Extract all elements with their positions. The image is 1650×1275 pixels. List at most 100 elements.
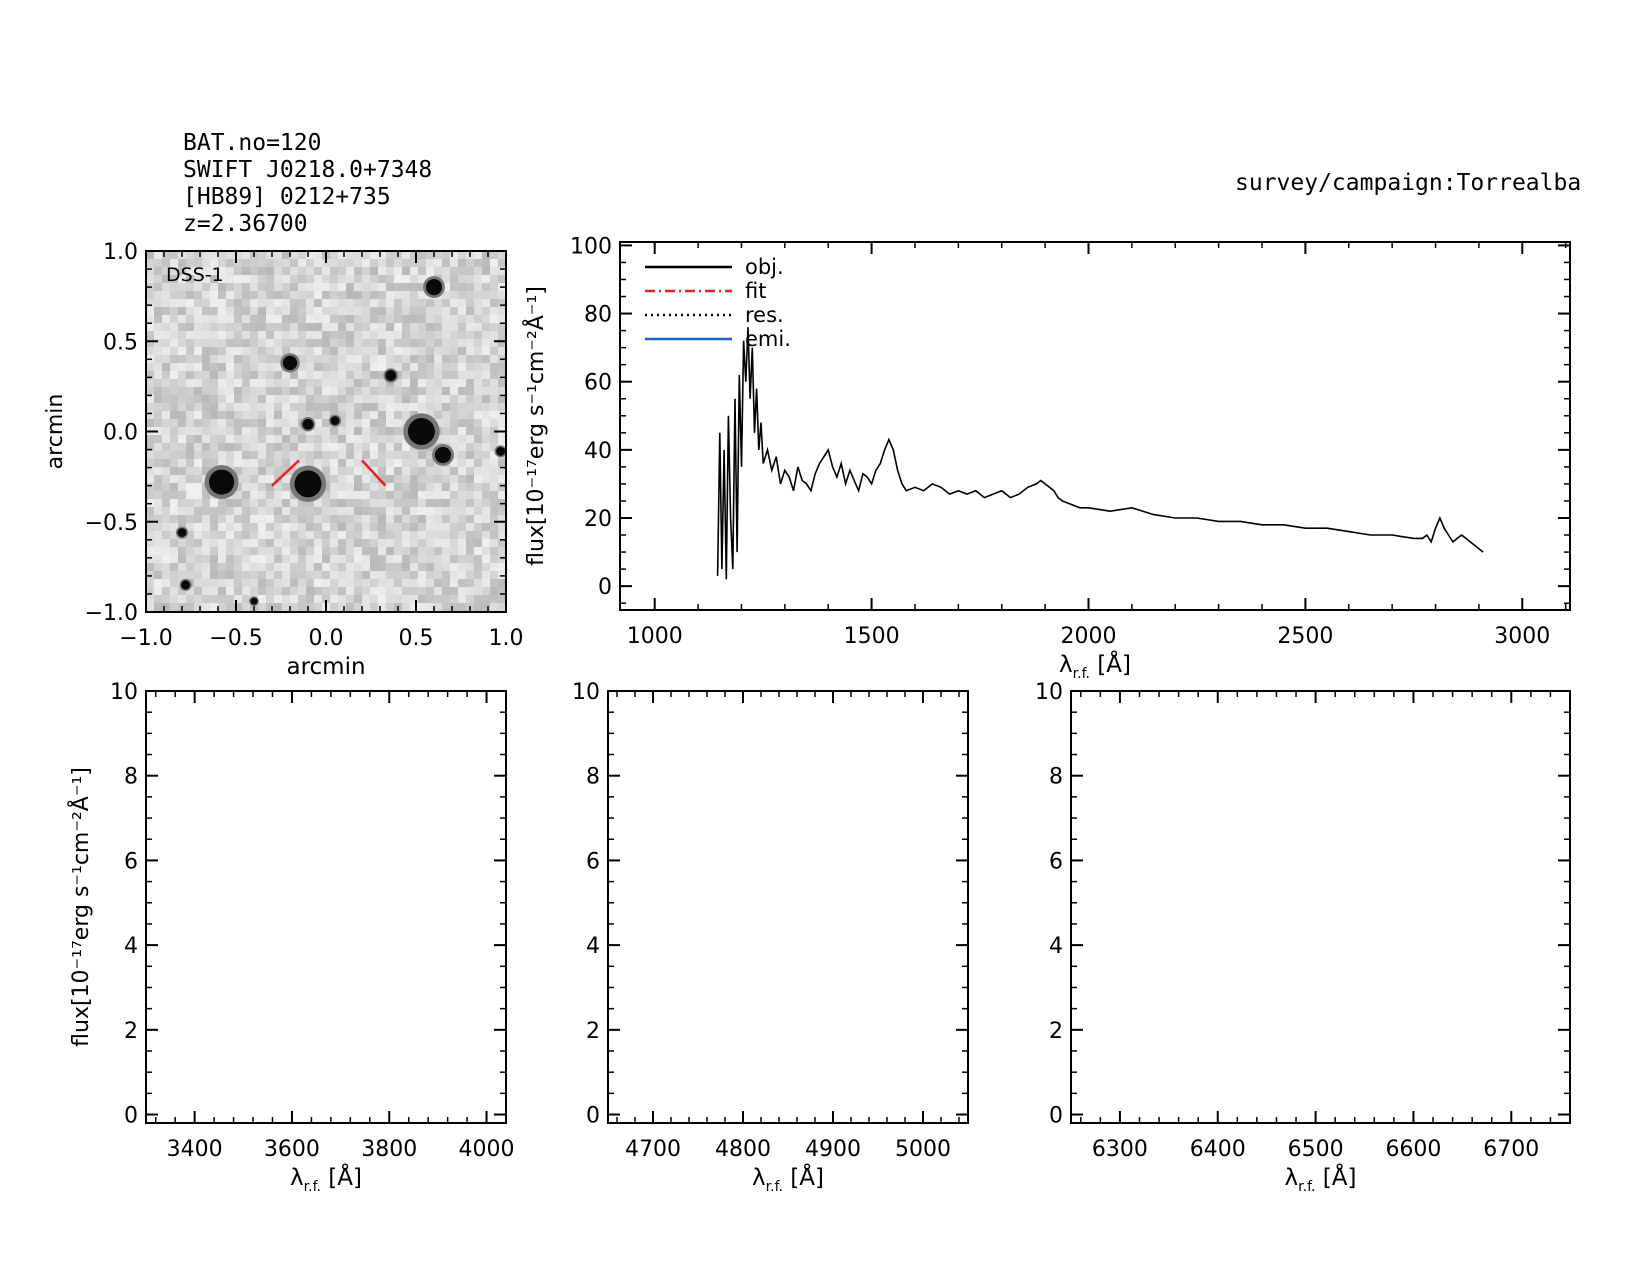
dss-noise-pixel xyxy=(474,571,482,579)
dss-noise-pixel xyxy=(202,595,210,603)
dss-noise-pixel xyxy=(186,299,194,307)
dss-noise-pixel xyxy=(282,387,290,395)
dss-noise-pixel xyxy=(242,291,250,299)
dss-noise-pixel xyxy=(466,259,474,267)
dss-noise-pixel xyxy=(394,259,402,267)
dss-noise-pixel xyxy=(346,603,354,611)
dss-noise-pixel xyxy=(370,595,378,603)
dss-noise-pixel xyxy=(482,395,490,403)
dss-noise-pixel xyxy=(458,387,466,395)
dss-noise-pixel xyxy=(226,499,234,507)
dss-noise-pixel xyxy=(370,579,378,587)
dss-noise-pixel xyxy=(242,307,250,315)
dss-noise-pixel xyxy=(290,555,298,563)
dss-noise-pixel xyxy=(218,371,226,379)
dss-noise-pixel xyxy=(418,579,426,587)
dss-source xyxy=(331,416,340,425)
dss-noise-pixel xyxy=(162,539,170,547)
dss-noise-pixel xyxy=(338,331,346,339)
dss-noise-pixel xyxy=(482,307,490,315)
dss-noise-pixel xyxy=(266,283,274,291)
dss-noise-pixel xyxy=(458,475,466,483)
dss-noise-pixel xyxy=(434,531,442,539)
dss-noise-pixel xyxy=(154,587,162,595)
dss-noise-pixel xyxy=(258,531,266,539)
dss-noise-pixel xyxy=(322,587,330,595)
dss-noise-pixel xyxy=(354,555,362,563)
dss-noise-pixel xyxy=(498,387,506,395)
dss-noise-pixel xyxy=(314,339,322,347)
dss-noise-pixel xyxy=(346,539,354,547)
dss-noise-pixel xyxy=(290,427,298,435)
dss-noise-pixel xyxy=(418,499,426,507)
dss-noise-pixel xyxy=(458,483,466,491)
dss-noise-pixel xyxy=(434,579,442,587)
dss-noise-pixel xyxy=(490,347,498,355)
dss-noise-pixel xyxy=(202,579,210,587)
zoom-1-ytick-label: 8 xyxy=(124,765,138,790)
dss-noise-pixel xyxy=(282,315,290,323)
dss-noise-pixel xyxy=(338,523,346,531)
dss-noise-pixel xyxy=(218,363,226,371)
dss-noise-pixel xyxy=(186,371,194,379)
dss-noise-pixel xyxy=(274,443,282,451)
dss-noise-pixel xyxy=(330,291,338,299)
main-spectrum-ytick-label: 60 xyxy=(584,371,612,396)
dss-noise-pixel xyxy=(202,435,210,443)
dss-noise-pixel xyxy=(434,355,442,363)
dss-noise-pixel xyxy=(306,379,314,387)
dss-noise-pixel xyxy=(282,555,290,563)
dss-noise-pixel xyxy=(250,427,258,435)
dss-noise-pixel xyxy=(498,291,506,299)
dss-noise-pixel xyxy=(306,331,314,339)
dss-noise-pixel xyxy=(338,251,346,259)
dss-noise-pixel xyxy=(458,379,466,387)
dss-noise-pixel xyxy=(266,507,274,515)
dss-noise-pixel xyxy=(458,571,466,579)
dss-noise-pixel xyxy=(386,579,394,587)
dss-noise-pixel xyxy=(274,555,282,563)
dss-noise-pixel xyxy=(218,251,226,259)
dss-noise-pixel xyxy=(450,547,458,555)
dss-noise-pixel xyxy=(186,435,194,443)
dss-noise-pixel xyxy=(250,323,258,331)
dss-noise-pixel xyxy=(346,307,354,315)
dss-noise-pixel xyxy=(210,531,218,539)
dss-noise-pixel xyxy=(258,491,266,499)
dss-noise-pixel xyxy=(250,499,258,507)
dss-noise-pixel xyxy=(474,595,482,603)
dss-noise-pixel xyxy=(466,571,474,579)
dss-noise-pixel xyxy=(314,563,322,571)
main-spectrum-ytick-label: 0 xyxy=(598,575,612,600)
dss-noise-pixel xyxy=(386,339,394,347)
dss-noise-pixel xyxy=(474,307,482,315)
dss-noise-pixel xyxy=(234,395,242,403)
dss-noise-pixel xyxy=(338,355,346,363)
dss-noise-pixel xyxy=(314,595,322,603)
dss-noise-pixel xyxy=(298,251,306,259)
dss-noise-pixel xyxy=(458,531,466,539)
dss-noise-pixel xyxy=(314,371,322,379)
dss-noise-pixel xyxy=(442,355,450,363)
dss-noise-pixel xyxy=(442,331,450,339)
dss-noise-pixel xyxy=(202,515,210,523)
dss-noise-pixel xyxy=(418,467,426,475)
dss-noise-pixel xyxy=(402,403,410,411)
dss-noise-pixel xyxy=(418,539,426,547)
dss-noise-pixel xyxy=(442,387,450,395)
dss-noise-pixel xyxy=(434,555,442,563)
dss-noise-pixel xyxy=(250,571,258,579)
dss-noise-pixel xyxy=(346,379,354,387)
dss-noise-pixel xyxy=(242,563,250,571)
dss-noise-pixel xyxy=(146,523,154,531)
dss-noise-pixel xyxy=(498,491,506,499)
dss-noise-pixel xyxy=(210,523,218,531)
dss-noise-pixel xyxy=(210,411,218,419)
dss-noise-pixel xyxy=(306,259,314,267)
dss-noise-pixel xyxy=(258,507,266,515)
dss-noise-pixel xyxy=(178,515,186,523)
dss-noise-pixel xyxy=(186,363,194,371)
zoom-2-ytick-label: 4 xyxy=(586,934,600,959)
dss-noise-pixel xyxy=(434,603,442,611)
dss-noise-pixel xyxy=(482,563,490,571)
